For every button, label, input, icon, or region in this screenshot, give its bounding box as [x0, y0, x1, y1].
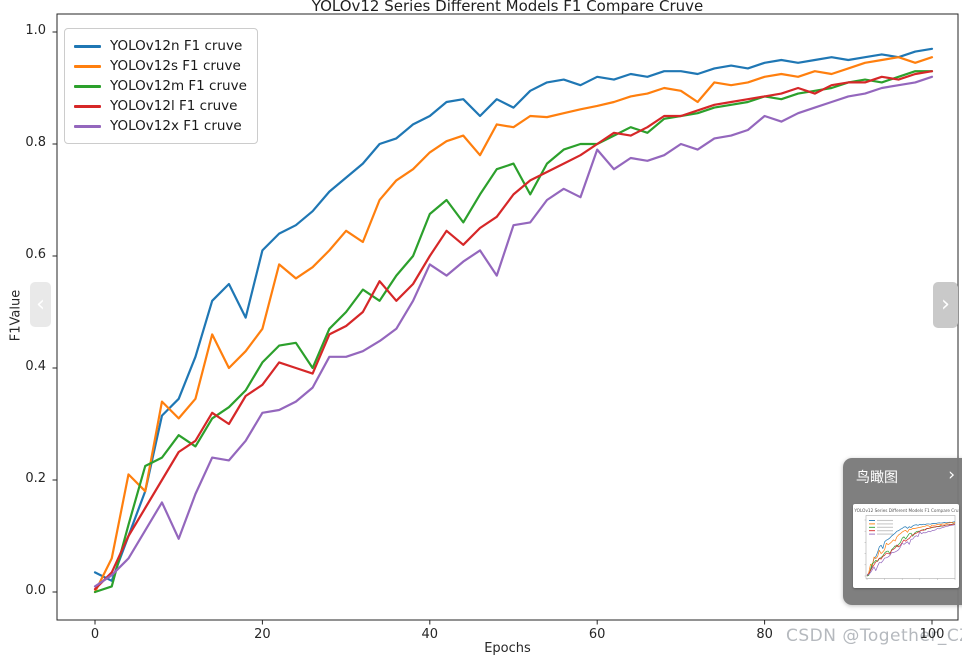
- svg-text:YOLOv12 Series Different Model: YOLOv12 Series Different Models F1 Compa…: [853, 508, 959, 513]
- chart-title: YOLOv12 Series Different Models F1 Compa…: [311, 0, 704, 15]
- legend-label: YOLOv12n F1 cruve: [110, 38, 243, 54]
- legend-label: YOLOv12l F1 cruve: [110, 98, 238, 114]
- legend-item: YOLOv12x F1 cruve: [74, 116, 247, 136]
- birdseye-header: 鸟瞰图 ›: [843, 458, 962, 492]
- chevron-right-icon: ›: [941, 292, 950, 317]
- legend-item: YOLOv12m F1 cruve: [74, 76, 247, 96]
- legend-line-swatch: [74, 124, 101, 128]
- legend-label: YOLOv12s F1 cruve: [110, 58, 241, 74]
- legend-item: YOLOv12l F1 cruve: [74, 96, 247, 116]
- birdseye-title: 鸟瞰图: [856, 470, 898, 486]
- next-image-button[interactable]: ›: [933, 282, 958, 328]
- previous-image-button[interactable]: ‹: [30, 282, 51, 327]
- legend-line-swatch: [74, 64, 101, 68]
- birdseye-mini-chart: YOLOv12 Series Different Models F1 Compa…: [853, 508, 962, 580]
- legend-line-swatch: [74, 84, 101, 88]
- y-axis-label: F1Value: [8, 289, 24, 342]
- legend-line-swatch: [74, 104, 101, 108]
- legend-line-swatch: [74, 44, 101, 48]
- chart-legend: YOLOv12n F1 cruve YOLOv12s F1 cruve YOLOv1…: [64, 28, 258, 144]
- birdseye-collapse-icon[interactable]: ›: [948, 465, 955, 485]
- legend-label: YOLOv12x F1 cruve: [110, 118, 242, 134]
- birdseye-thumbnail[interactable]: YOLOv12 Series Different Models F1 Compa…: [853, 504, 962, 588]
- legend-item: YOLOv12s F1 cruve: [74, 56, 247, 76]
- watermark: CSDN @Together_CZ: [786, 626, 962, 646]
- chevron-left-icon: ‹: [36, 291, 45, 317]
- legend-item: YOLOv12n F1 cruve: [74, 36, 247, 56]
- x-axis-label: Epochs: [484, 641, 531, 656]
- birdseye-panel: 鸟瞰图 › YOLOv12 Series Different Models F1…: [843, 458, 962, 605]
- legend-label: YOLOv12m F1 cruve: [110, 78, 247, 94]
